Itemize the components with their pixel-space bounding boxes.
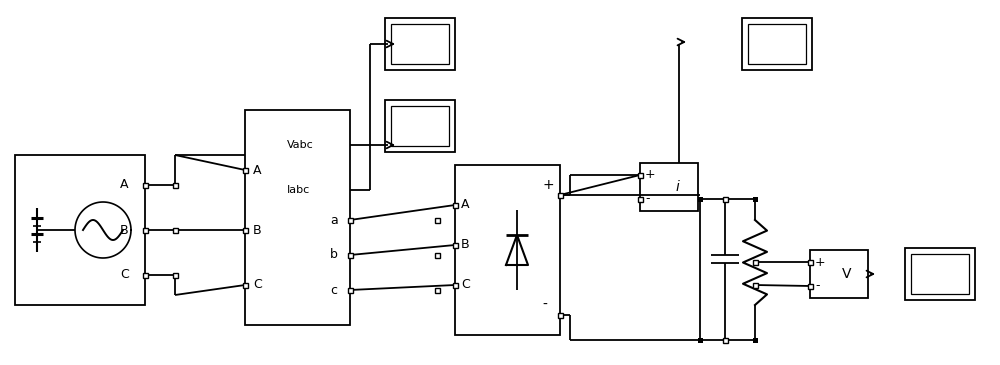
Bar bbox=[143, 227, 148, 233]
Bar bbox=[385, 18, 455, 70]
Text: C: C bbox=[461, 278, 470, 292]
Bar bbox=[242, 283, 248, 288]
Bar bbox=[808, 260, 812, 265]
Bar bbox=[173, 182, 178, 188]
Bar bbox=[753, 260, 758, 265]
Bar bbox=[242, 168, 248, 173]
Bar bbox=[143, 273, 148, 277]
Text: +: + bbox=[645, 169, 656, 181]
Text: A: A bbox=[253, 164, 262, 177]
Bar bbox=[173, 227, 178, 233]
Bar bbox=[753, 196, 758, 201]
Text: -: - bbox=[815, 280, 820, 292]
Text: b: b bbox=[330, 249, 338, 261]
Text: A: A bbox=[461, 199, 470, 211]
Text: V: V bbox=[842, 267, 852, 281]
Bar bbox=[15, 155, 145, 305]
Bar bbox=[911, 254, 969, 294]
Bar bbox=[742, 18, 812, 70]
Bar bbox=[391, 24, 449, 64]
Text: c: c bbox=[330, 284, 337, 296]
Bar bbox=[753, 338, 758, 342]
Text: B: B bbox=[120, 223, 129, 237]
Text: +: + bbox=[815, 255, 826, 269]
Text: A: A bbox=[120, 178, 128, 192]
Bar bbox=[348, 253, 352, 257]
Text: -: - bbox=[645, 192, 650, 205]
Bar bbox=[748, 24, 806, 64]
Bar bbox=[638, 196, 642, 201]
Bar bbox=[455, 165, 560, 335]
Text: B: B bbox=[253, 223, 262, 237]
Bar bbox=[810, 250, 868, 298]
Bar bbox=[245, 110, 350, 325]
Bar bbox=[242, 227, 248, 233]
Bar bbox=[391, 106, 449, 146]
Bar bbox=[558, 192, 562, 197]
Bar bbox=[348, 218, 352, 223]
Bar bbox=[452, 242, 458, 247]
Bar bbox=[905, 248, 975, 300]
Bar bbox=[434, 288, 440, 292]
Bar bbox=[173, 273, 178, 277]
Bar bbox=[808, 284, 812, 288]
Bar bbox=[753, 283, 758, 288]
Bar bbox=[640, 163, 698, 211]
Text: +: + bbox=[542, 178, 554, 192]
Text: Iabc: Iabc bbox=[287, 185, 310, 195]
Bar bbox=[558, 312, 562, 318]
Bar bbox=[385, 100, 455, 152]
Text: -: - bbox=[542, 298, 547, 312]
Bar bbox=[348, 288, 352, 292]
Text: C: C bbox=[120, 269, 129, 281]
Text: C: C bbox=[253, 278, 262, 292]
Bar bbox=[698, 196, 702, 201]
Bar bbox=[638, 173, 642, 177]
Text: i: i bbox=[675, 180, 679, 194]
Bar bbox=[452, 283, 458, 288]
Text: Vabc: Vabc bbox=[287, 140, 314, 150]
Bar bbox=[434, 253, 440, 257]
Bar bbox=[434, 218, 440, 223]
Text: B: B bbox=[461, 238, 470, 251]
Bar bbox=[722, 196, 728, 201]
Bar bbox=[452, 203, 458, 207]
Bar bbox=[698, 338, 702, 342]
Bar bbox=[722, 338, 728, 342]
Text: a: a bbox=[330, 214, 338, 227]
Bar bbox=[143, 182, 148, 188]
